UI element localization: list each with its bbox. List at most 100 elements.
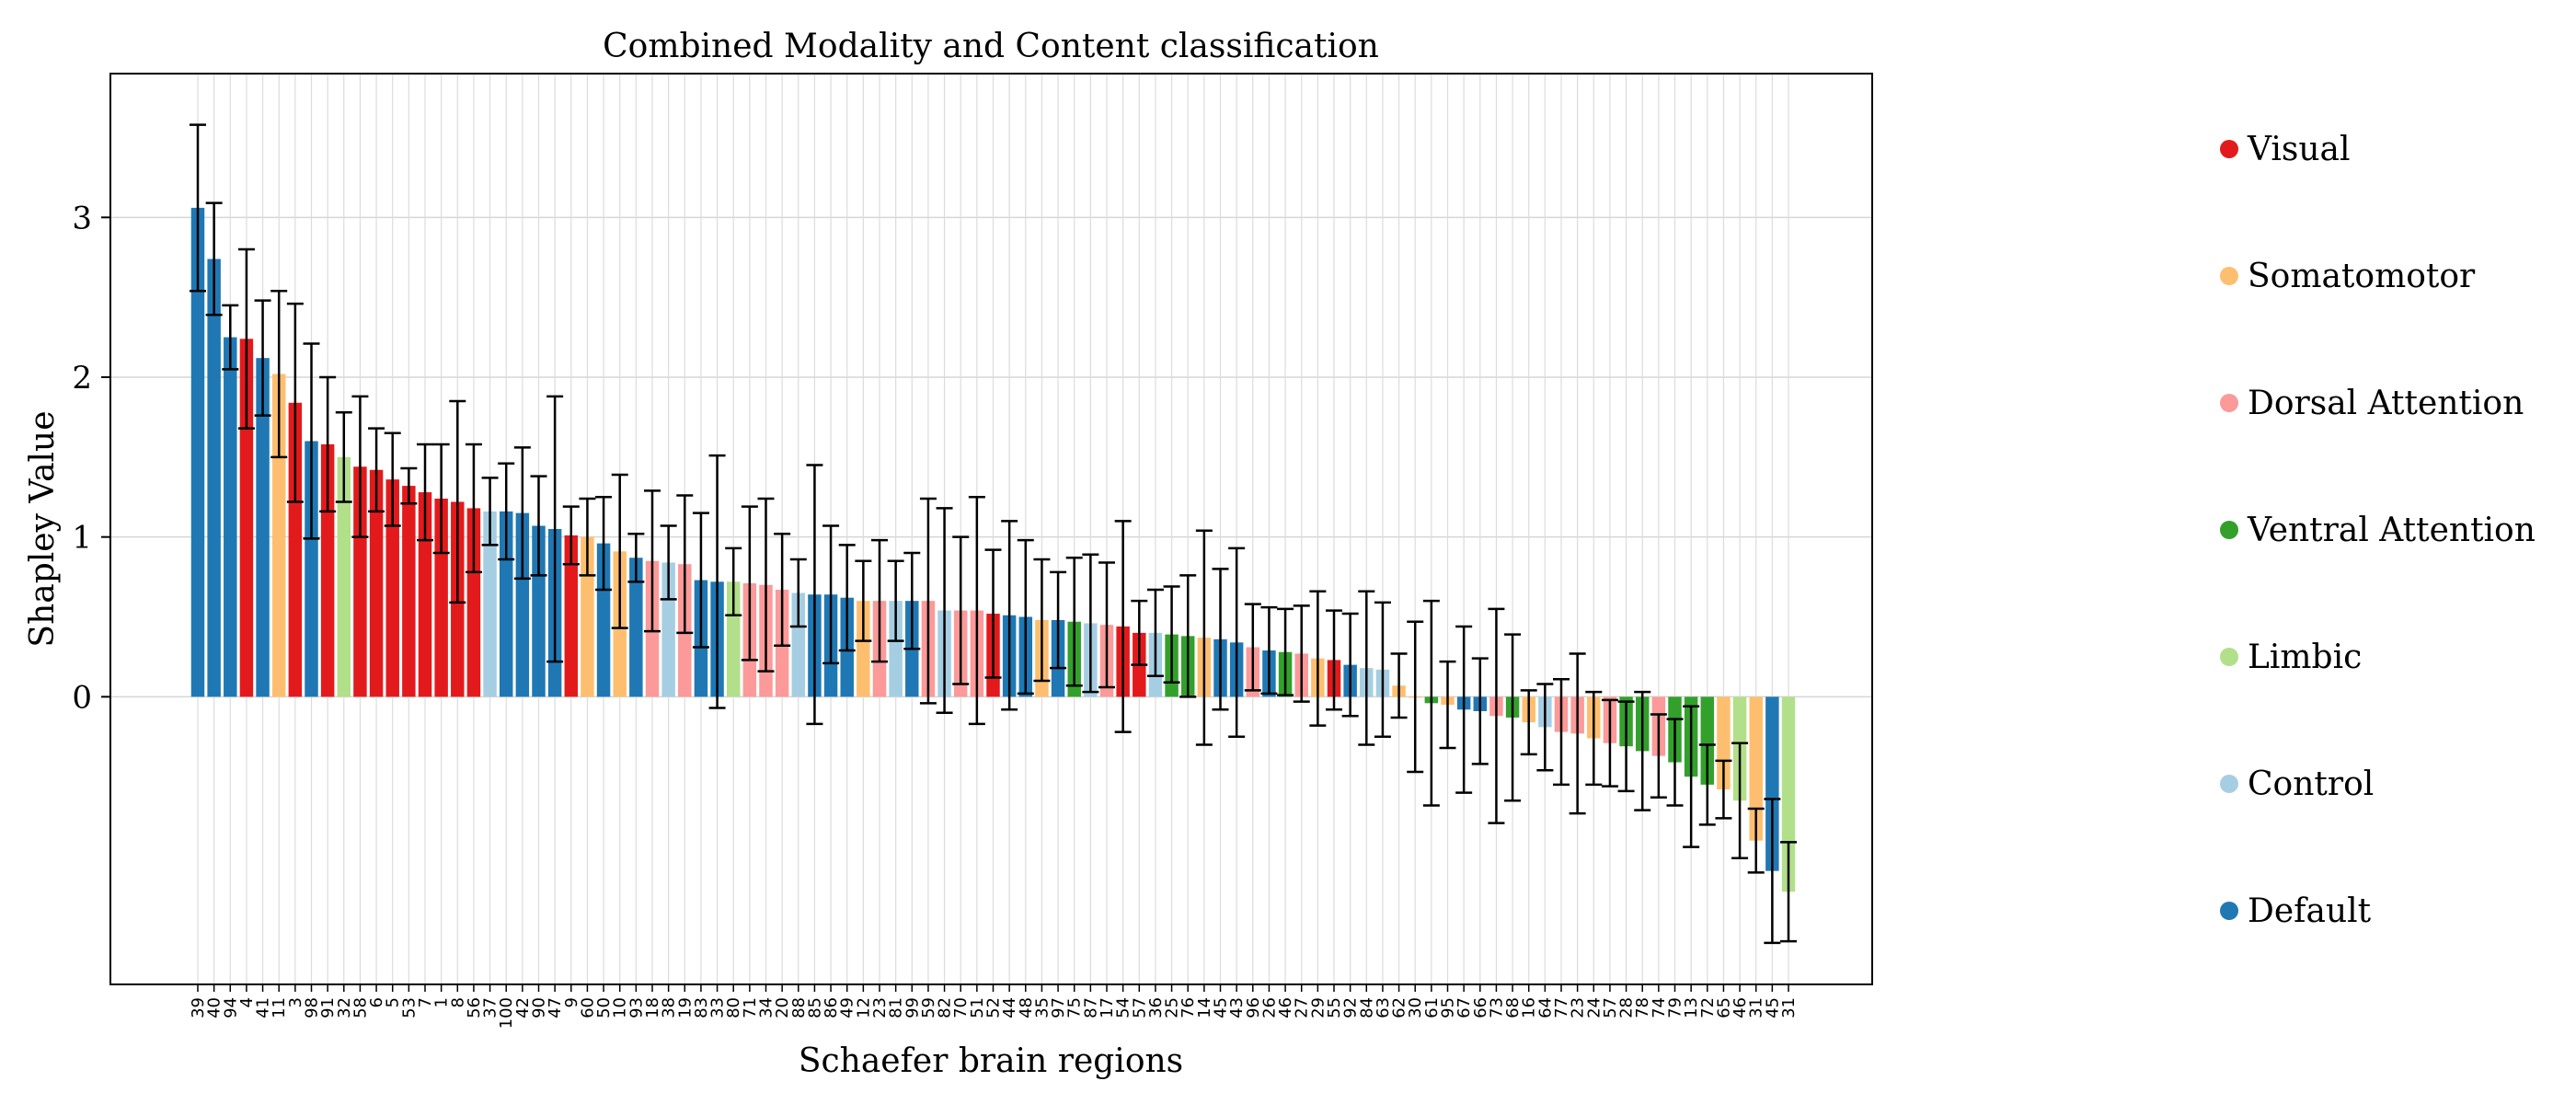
x-tick-label: 55 (1325, 997, 1344, 1018)
x-tick-label: 59 (919, 997, 938, 1018)
x-tick-label: 90 (530, 997, 549, 1018)
legend-label: Ventral Attention (2247, 512, 2536, 549)
bar (305, 441, 318, 697)
x-tick-label: 87 (1081, 997, 1100, 1018)
x-tick-label: 52 (984, 997, 1004, 1018)
x-tick-label: 18 (643, 997, 662, 1018)
x-tick-label: 27 (1293, 997, 1312, 1018)
x-tick-label: 31 (1747, 997, 1766, 1018)
bar (256, 358, 270, 697)
x-tick-label: 40 (205, 997, 224, 1018)
bar (596, 543, 611, 697)
x-tick-label: 33 (708, 997, 728, 1018)
x-tick-label: 54 (1114, 997, 1133, 1018)
x-tick-label: 67 (1455, 997, 1474, 1018)
x-tick-label: 82 (936, 997, 955, 1018)
bar (224, 337, 237, 697)
x-tick-label: 53 (399, 997, 419, 1018)
legend-label: Control (2248, 765, 2374, 803)
x-tick-label: 85 (805, 997, 824, 1018)
x-tick-label: 6 (367, 997, 386, 1007)
x-tick-label: 91 (318, 997, 338, 1018)
bar (466, 508, 481, 697)
x-tick-label: 86 (822, 997, 841, 1018)
x-tick-label: 23 (1569, 997, 1588, 1018)
bar (418, 492, 432, 697)
x-tick-label: 58 (351, 997, 370, 1018)
x-tick-label: 35 (1032, 997, 1052, 1018)
bar (207, 259, 221, 697)
legend-label: Dorsal Attention (2248, 385, 2524, 422)
x-tick-label: 5 (384, 997, 403, 1007)
bar (515, 512, 530, 697)
bar (320, 443, 335, 697)
x-tick-label: 77 (1552, 997, 1571, 1018)
x-tick-label: 16 (1520, 997, 1539, 1018)
x-tick-label: 9 (562, 997, 581, 1007)
x-tick-label: 14 (1195, 997, 1214, 1018)
x-tick-label: 83 (692, 997, 711, 1018)
legend-marker (2220, 648, 2238, 666)
chart-title: Combined Modality and Content classifica… (603, 28, 1379, 65)
legend-marker (2220, 775, 2238, 793)
error-bars (190, 123, 1797, 945)
x-tick-label: 10 (611, 997, 630, 1018)
x-tick-label: 88 (789, 997, 809, 1018)
bar (190, 207, 205, 697)
x-tick-label: 24 (1584, 997, 1604, 1018)
x-tick-label: 1 (432, 997, 452, 1007)
x-tick-label: 28 (1617, 997, 1637, 1018)
bar (532, 525, 546, 697)
x-tick-label: 84 (1357, 997, 1376, 1018)
bar (629, 558, 643, 697)
x-tick-label: 34 (757, 997, 776, 1018)
x-tick-label: 62 (1390, 997, 1409, 1018)
bar (434, 499, 448, 697)
x-tick-label: 66 (1471, 997, 1490, 1018)
legend-marker (2220, 521, 2238, 539)
legend-label: Limbic (2248, 638, 2362, 676)
y-axis-label: Shapley Value (24, 410, 62, 647)
x-tick-label: 19 (675, 997, 695, 1018)
y-axis: 0 1 2 3 (72, 200, 110, 716)
bar (791, 592, 806, 697)
bar (1717, 696, 1731, 790)
x-tick-label: 65 (1714, 997, 1733, 1018)
x-tick-label: 4 (237, 997, 257, 1007)
bar (369, 469, 384, 697)
bar (564, 535, 579, 697)
x-tick-label: 99 (903, 997, 922, 1018)
bar (857, 601, 870, 697)
x-tick-label: 50 (594, 997, 614, 1018)
legend-marker (2220, 267, 2238, 285)
x-tick-label: 31 (1779, 997, 1799, 1018)
x-tick-label: 72 (1698, 997, 1718, 1018)
plot-frame (109, 73, 1873, 985)
x-tick-label: 41 (254, 997, 273, 1018)
x-tick-label: 64 (1535, 997, 1555, 1018)
x-tick-label: 60 (578, 997, 597, 1018)
x-tick-label: 75 (1065, 997, 1085, 1018)
legend-label: Default (2248, 892, 2372, 930)
x-tick-label: 79 (1666, 997, 1685, 1018)
x-tick-label: 76 (1179, 997, 1198, 1018)
x-tick-label: 74 (1650, 997, 1669, 1018)
x-tick-label: 17 (1098, 997, 1117, 1018)
y-tick-label: 1 (72, 520, 92, 557)
x-tick-label: 81 (887, 997, 906, 1018)
bar (353, 466, 367, 697)
bar (385, 479, 399, 697)
x-tick-label: 93 (627, 997, 646, 1018)
bar (1765, 696, 1779, 871)
x-tick-label: 25 (1163, 997, 1182, 1018)
x-tick-label: 57 (1601, 997, 1620, 1018)
x-tick-label: 44 (1000, 997, 1019, 1018)
legend-marker (2220, 902, 2238, 920)
x-tick-label: 92 (1341, 997, 1361, 1018)
x-tick-label: 78 (1633, 997, 1652, 1018)
x-tick-label: 37 (481, 997, 500, 1018)
bar (581, 536, 594, 697)
bar (661, 562, 675, 697)
legend-marker (2220, 394, 2238, 412)
x-tick-label: 73 (1487, 997, 1506, 1018)
